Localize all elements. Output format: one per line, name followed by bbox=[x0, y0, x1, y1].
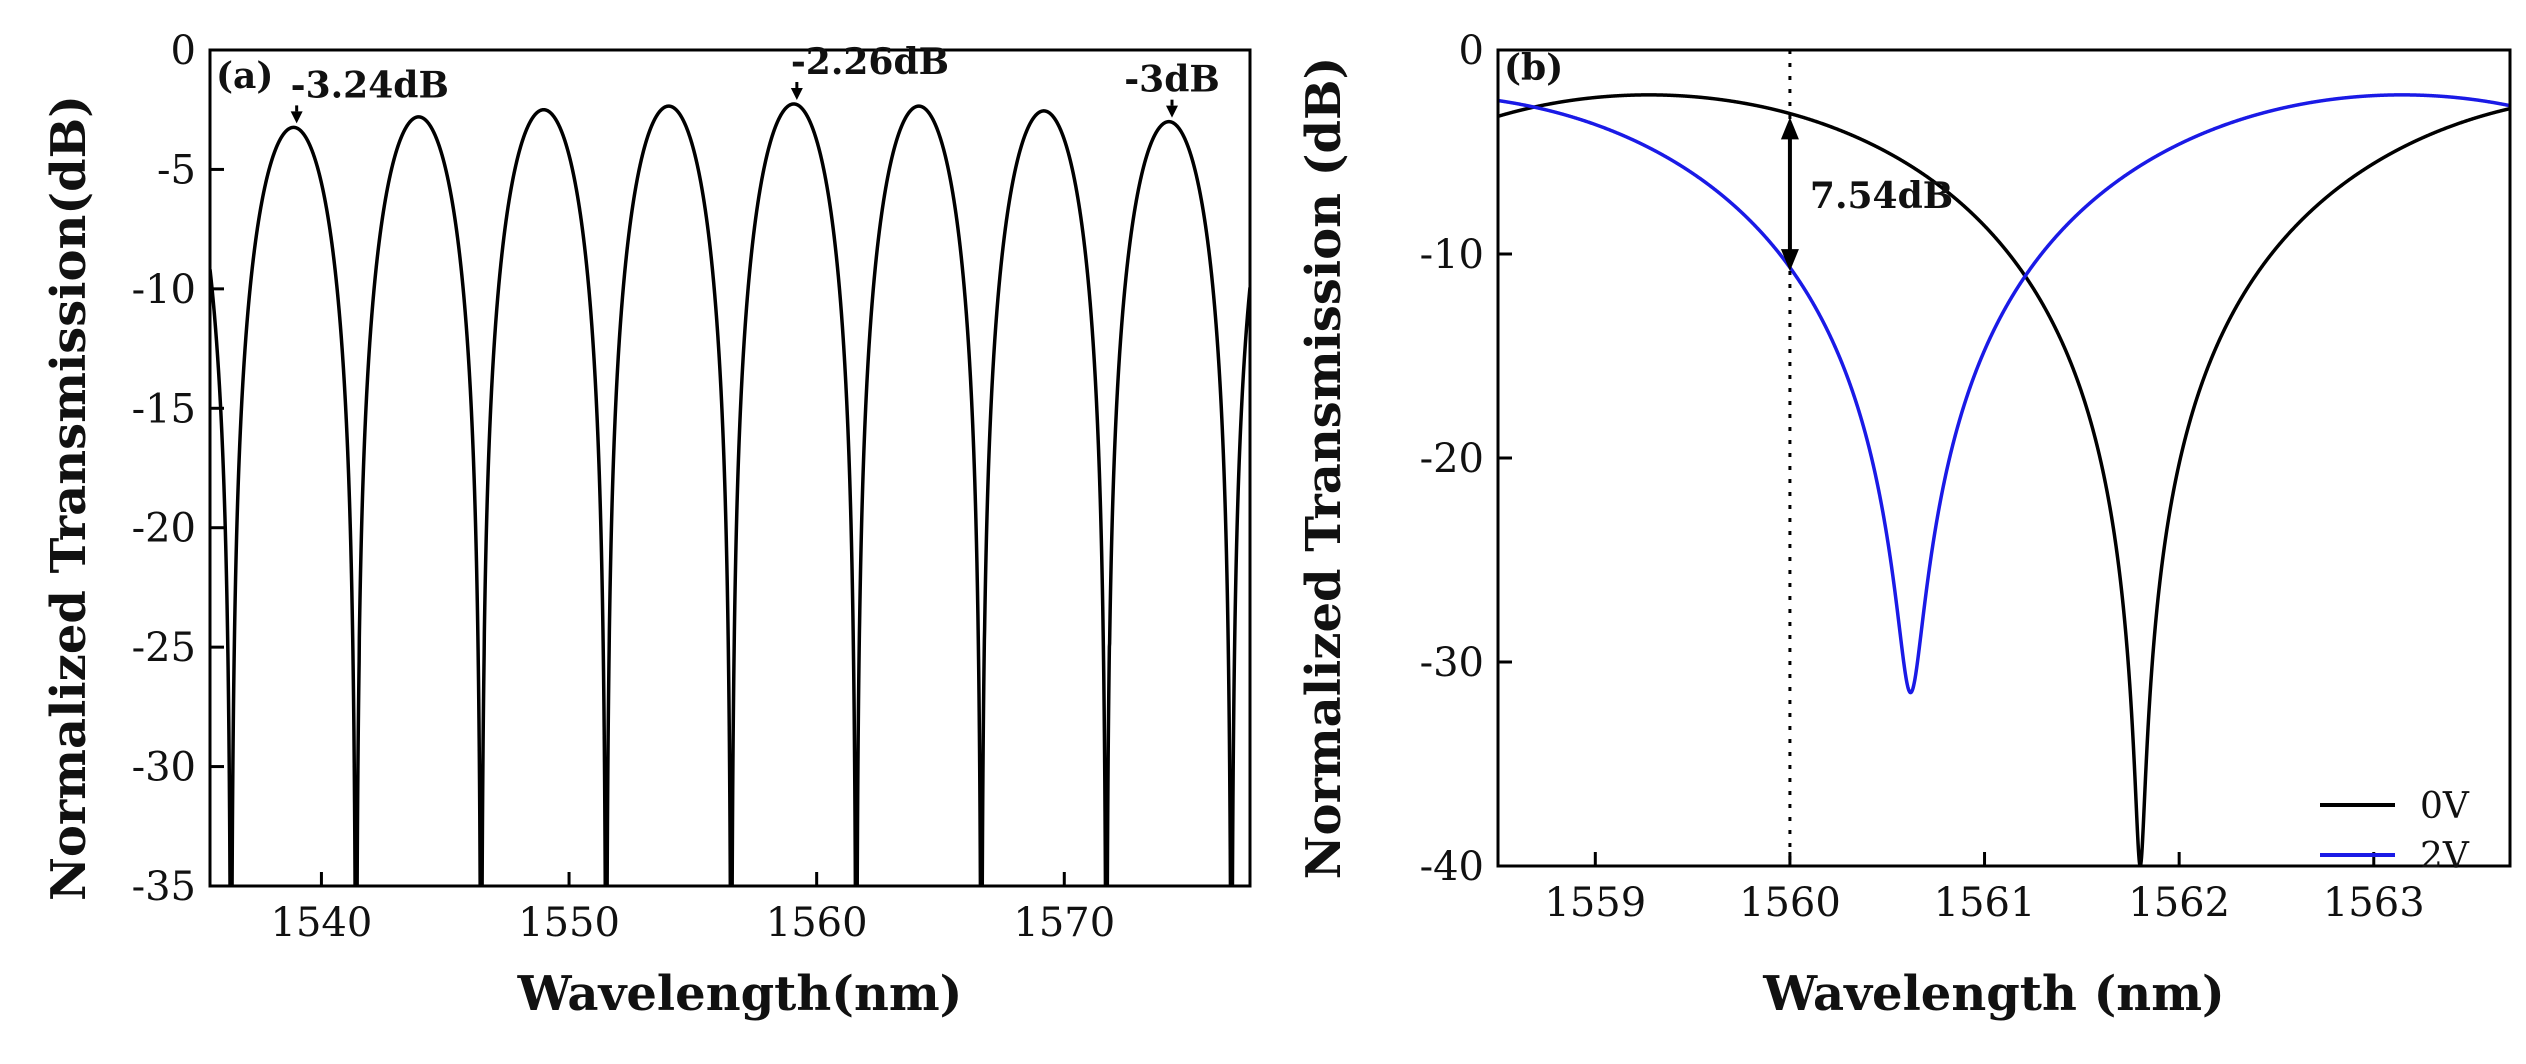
b-xtick-label: 1563 bbox=[2323, 880, 2425, 926]
peak-marker-arrow bbox=[1166, 105, 1178, 118]
panel-a-peak-label: -3dB bbox=[1124, 59, 1220, 101]
a-xtick-label: 1560 bbox=[766, 900, 868, 946]
arrow-head-down bbox=[1780, 249, 1799, 272]
a-ytick-label: -20 bbox=[132, 506, 196, 552]
panel-b-y-axis-title: Normalized Transmission (dB) bbox=[1296, 57, 1352, 880]
b-ytick-label: -30 bbox=[1420, 640, 1484, 686]
panel-b-curve-2v bbox=[1498, 93, 2510, 695]
panel-b-label: (b) bbox=[1504, 47, 1563, 89]
b-ytick-label: -40 bbox=[1420, 844, 1484, 890]
b-ytick-label: 0 bbox=[1459, 28, 1484, 74]
a-ytick-label: -5 bbox=[157, 147, 196, 193]
panel-a-y-axis-title: Normalized Transmission(dB) bbox=[41, 95, 97, 901]
panel-b-x-ticks: 1559 1560 1561 1562 1563 bbox=[1544, 852, 2425, 926]
panel-b-curve-group bbox=[1498, 93, 2510, 866]
b-ytick-label: -10 bbox=[1420, 232, 1484, 278]
panel-b-curve-0v bbox=[1498, 93, 2510, 866]
panel-a-y-ticks: 0 -5 -10 -15 -20 -25 -30 -35 bbox=[132, 28, 224, 910]
panel-a-x-axis-title: Wavelength(nm) bbox=[517, 966, 963, 1022]
panel-a-peak-label: -3.24dB bbox=[291, 64, 449, 106]
peak-marker-arrow bbox=[790, 87, 803, 100]
panel-a-peak-label: -2.26dB bbox=[791, 41, 949, 83]
panel-b: 1559 1560 1561 1562 1563 0 -10 -20 -30 -40 7.54d… bbox=[1296, 28, 2512, 1022]
a-xtick-label: 1540 bbox=[271, 900, 373, 946]
peak-marker-arrow bbox=[290, 111, 303, 124]
b-xtick-label: 1561 bbox=[1934, 880, 2036, 926]
a-xtick-label: 1570 bbox=[1013, 900, 1115, 946]
b-xtick-label: 1559 bbox=[1544, 880, 1646, 926]
panel-a-label: (a) bbox=[216, 55, 273, 97]
a-ytick-label: -30 bbox=[132, 745, 196, 791]
panel-a-curve-group bbox=[210, 102, 1250, 886]
panel-a-x-ticks: 1540 1550 1560 1570 bbox=[271, 872, 1115, 946]
b-ytick-label: -20 bbox=[1420, 436, 1484, 482]
panel-b-y-ticks: 0 -10 -20 -30 -40 bbox=[1420, 28, 1512, 890]
a-ytick-label: -10 bbox=[132, 267, 196, 313]
panel-b-double-arrow bbox=[1780, 117, 1799, 272]
panel-b-extinction-annotation: 7.54dB bbox=[1810, 175, 1953, 217]
panel-a: 1540 1550 1560 1570 0 -5 -10 -15 -20 -25 -30 -35 -… bbox=[41, 28, 1252, 1022]
a-xtick-label: 1550 bbox=[518, 900, 620, 946]
panel-b-x-axis-title: Wavelength (nm) bbox=[1762, 966, 2224, 1022]
panel-a-plot-frame bbox=[208, 48, 1252, 888]
a-ytick-label: 0 bbox=[171, 28, 196, 74]
panel-a-transmission-curve bbox=[210, 102, 1250, 886]
panel-a-annotations: -3.24dB -2.26dB -3dB bbox=[290, 41, 1220, 124]
b-xtick-label: 1562 bbox=[2128, 880, 2230, 926]
panel-b-legend: 0V 2V bbox=[2320, 786, 2470, 877]
b-xtick-label: 1560 bbox=[1739, 880, 1841, 926]
a-ytick-label: -25 bbox=[132, 625, 196, 671]
a-ytick-label: -15 bbox=[132, 386, 196, 432]
a-ytick-label: -35 bbox=[132, 864, 196, 910]
legend-label-2v: 2V bbox=[2420, 836, 2470, 877]
arrow-head-up bbox=[1780, 117, 1799, 140]
legend-label-0v: 0V bbox=[2420, 786, 2470, 827]
